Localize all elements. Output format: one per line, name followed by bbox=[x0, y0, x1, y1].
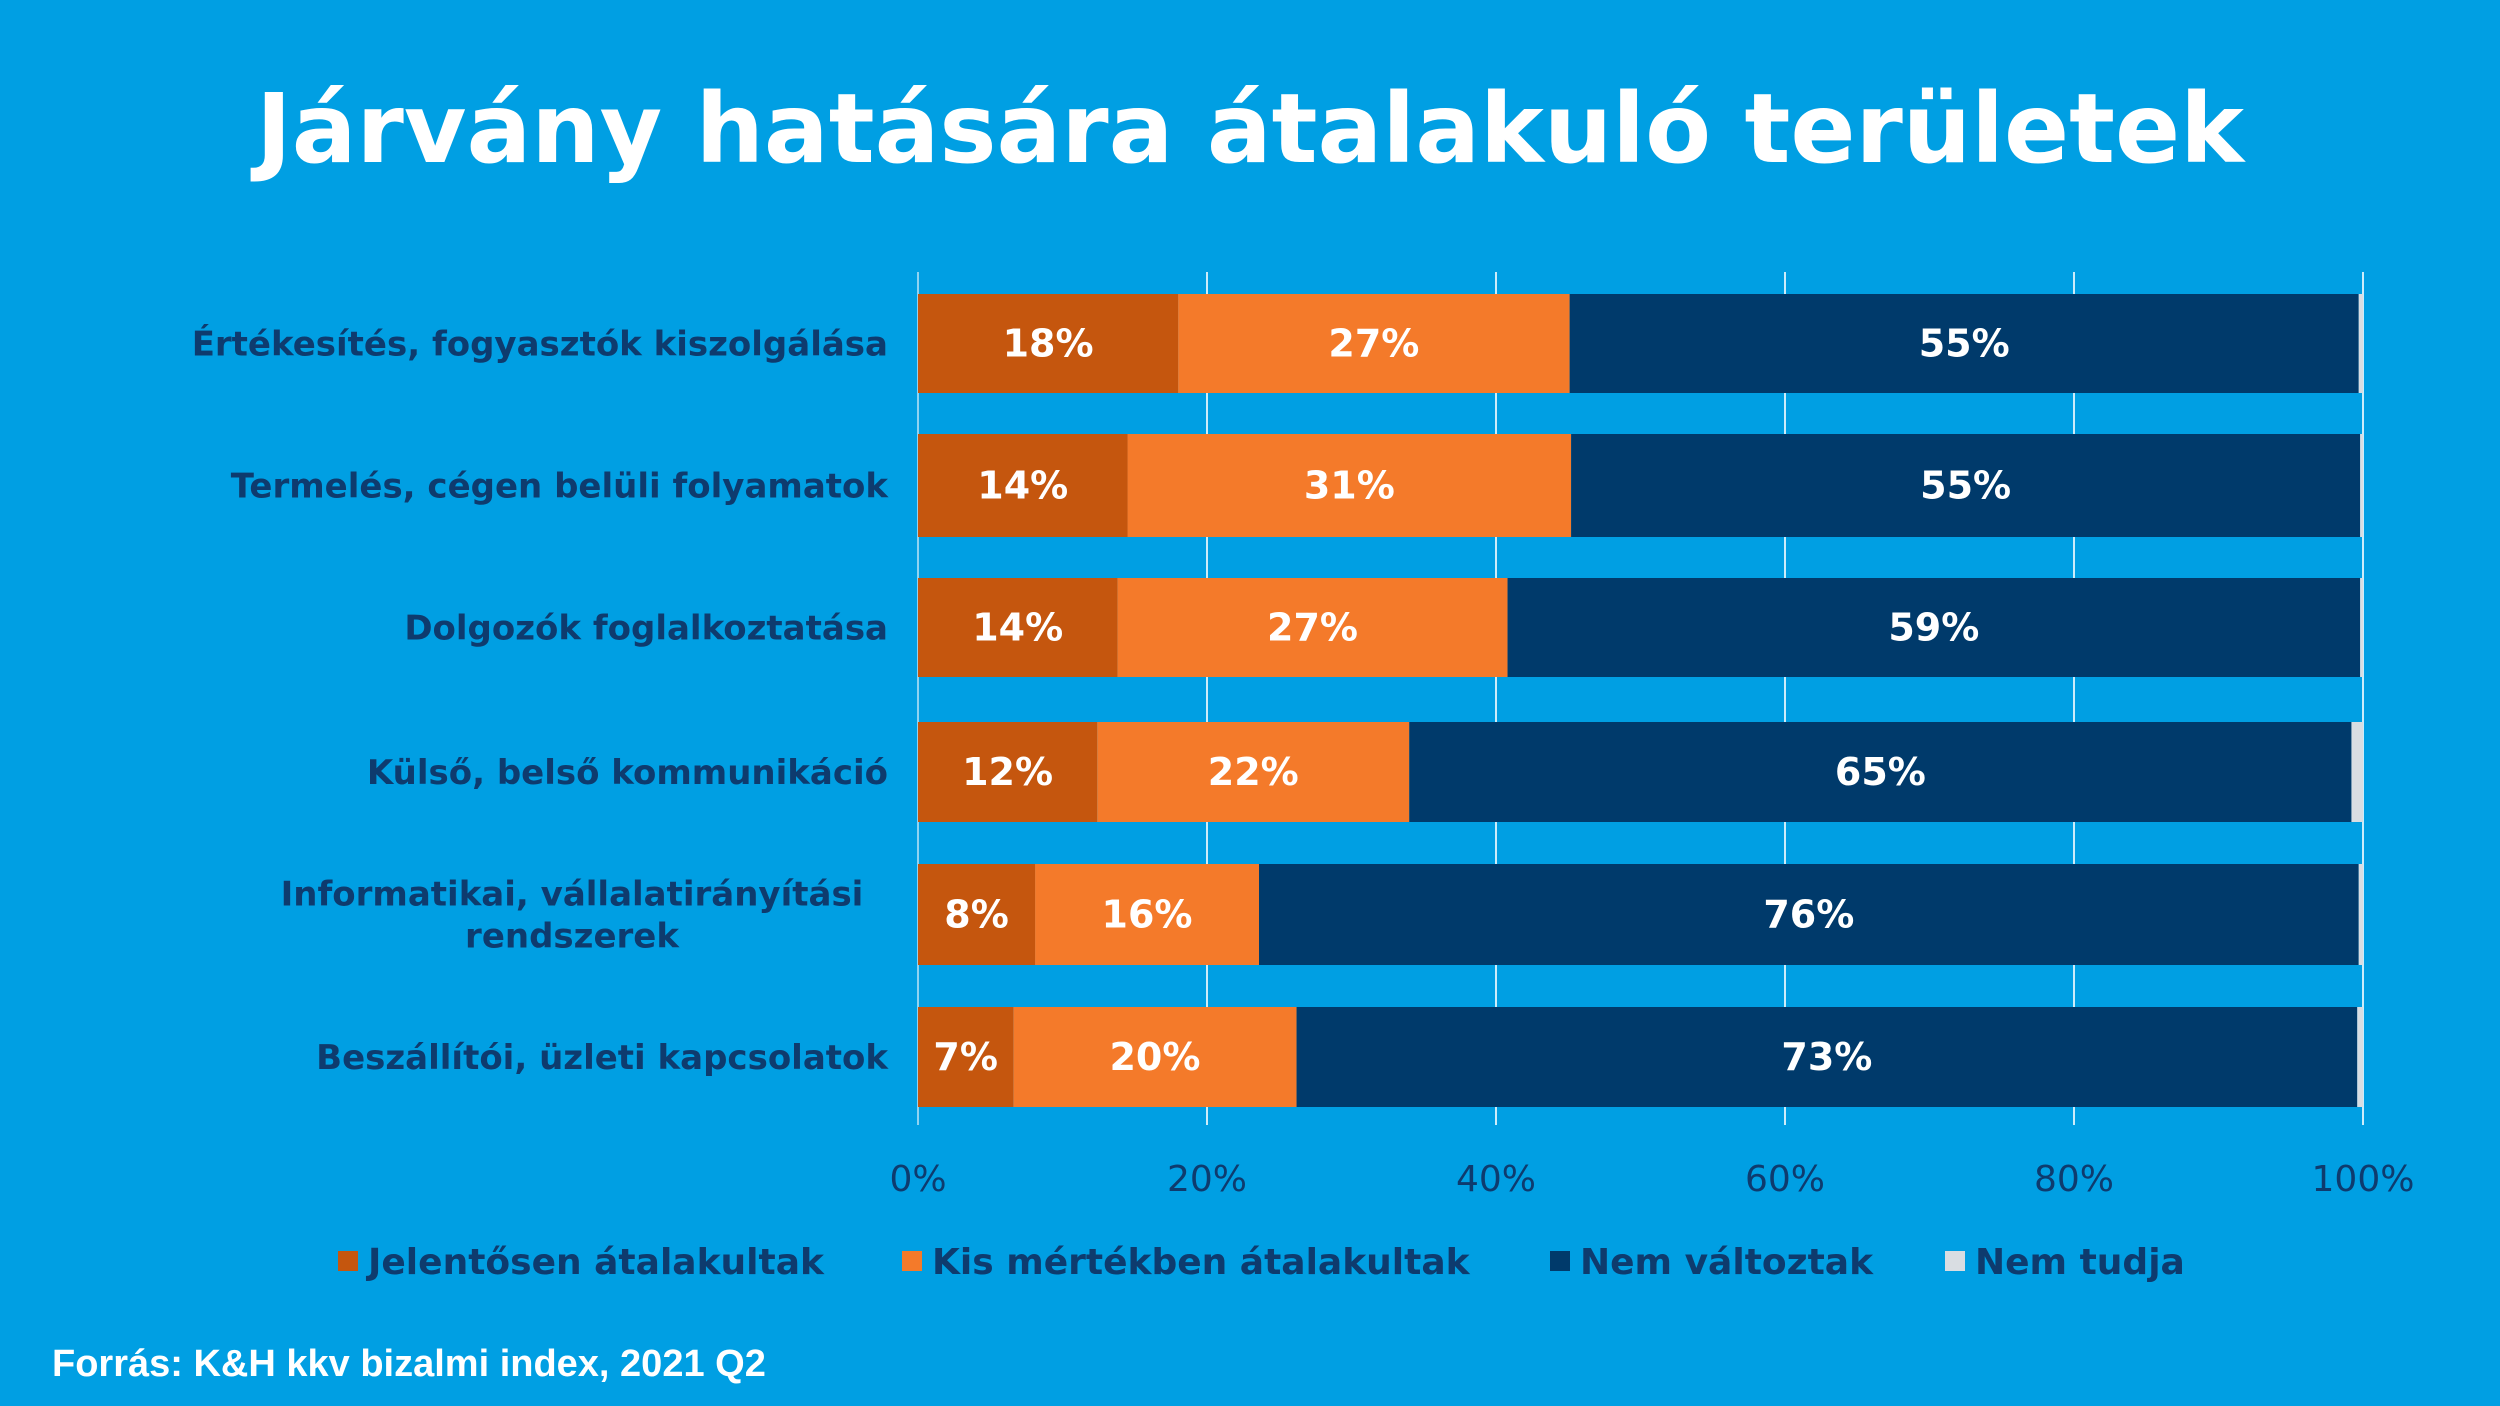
category-label: Értékesítés, fogyasztók kiszolgálása bbox=[192, 324, 888, 365]
legend-swatch bbox=[902, 1251, 922, 1271]
bar-value-label: 59% bbox=[1888, 606, 1979, 650]
bar-value-label: 12% bbox=[962, 750, 1053, 794]
bar-segment bbox=[1013, 1007, 1297, 1107]
chart-title: Járvány hatására átalakuló területek bbox=[250, 73, 2246, 185]
bar-segment bbox=[1569, 294, 2359, 393]
x-tick-label: 40% bbox=[1456, 1159, 1536, 1200]
bar-value-label: 20% bbox=[1109, 1035, 1200, 1079]
legend-label: Jelentősen átalakultak bbox=[365, 1242, 825, 1283]
bar-segment bbox=[2358, 294, 2363, 393]
bar-value-label: 7% bbox=[933, 1035, 998, 1079]
x-axis-ticks: 0% 20% 40% 60% 80% 100% bbox=[889, 1159, 2414, 1200]
category-label: Dolgozók foglalkoztatása bbox=[404, 609, 888, 649]
source-note: Forrás: K&H kkv bizalmi index, 2021 Q2 bbox=[52, 1343, 766, 1385]
bar-value-label: 73% bbox=[1781, 1035, 1872, 1079]
bar-value-label: 65% bbox=[1835, 750, 1926, 794]
bar-segment bbox=[918, 434, 1128, 537]
bar-segment bbox=[1178, 294, 1570, 393]
bar-segment bbox=[918, 294, 1179, 393]
bar-segment bbox=[1035, 864, 1260, 965]
bar-value-label: 55% bbox=[1920, 464, 2011, 508]
bar-segment bbox=[1259, 864, 2359, 965]
category-label: Informatikai, vállalatirányítási rendszer… bbox=[281, 875, 864, 957]
legend: Jelentősen átalakultak Kis mértékben átal… bbox=[338, 1242, 2185, 1283]
bar-value-label: 18% bbox=[1003, 322, 1094, 366]
bar-segment bbox=[1507, 578, 2361, 677]
bar-segment bbox=[1409, 722, 2352, 822]
bar-segment bbox=[2351, 722, 2363, 822]
bar-segment bbox=[918, 722, 1098, 822]
category-labels: Értékesítés, fogyasztók kiszolgálása Term… bbox=[192, 324, 890, 1079]
bar-value-label: 14% bbox=[972, 606, 1063, 650]
bar-value-label: 31% bbox=[1304, 464, 1395, 508]
category-label: Külső, belső kommunikáció bbox=[367, 753, 888, 793]
legend-label: Kis mértékben átalakultak bbox=[932, 1242, 1471, 1283]
x-tick-label: 20% bbox=[1167, 1159, 1247, 1200]
bar-segment bbox=[918, 578, 1118, 677]
x-tick-label: 0% bbox=[889, 1159, 946, 1200]
x-tick-label: 60% bbox=[1745, 1159, 1825, 1200]
x-tick-label: 100% bbox=[2312, 1159, 2415, 1200]
gridlines bbox=[917, 272, 2364, 1125]
bars: 18% 27% 55% 14% 31% 55% 14% 27% 59% 12% 22% 65% 8% 16… bbox=[918, 294, 2363, 1107]
bar-segment bbox=[918, 864, 1036, 965]
bar-segment bbox=[2360, 578, 2363, 677]
bar-segment bbox=[2358, 864, 2363, 965]
bar-segment bbox=[1571, 434, 2361, 537]
bar-value-label: 22% bbox=[1208, 750, 1299, 794]
legend-swatch bbox=[338, 1251, 358, 1271]
legend-label: Nem tudja bbox=[1975, 1242, 2185, 1283]
x-tick-label: 80% bbox=[2034, 1159, 2114, 1200]
bar-value-label: 8% bbox=[944, 893, 1009, 937]
bar-value-label: 14% bbox=[977, 464, 1068, 508]
legend-swatch bbox=[1550, 1251, 1570, 1271]
bar-segment bbox=[1127, 434, 1572, 537]
category-label: Termelés, cégen belüli folyamatok bbox=[231, 467, 890, 507]
category-label: Beszállítói, üzleti kapcsolatok bbox=[316, 1038, 889, 1078]
bar-value-label: 76% bbox=[1763, 893, 1854, 937]
legend-swatch bbox=[1945, 1251, 1965, 1271]
bar-segment bbox=[2357, 1007, 2363, 1107]
bar-segment bbox=[1296, 1007, 2358, 1107]
bar-value-label: 55% bbox=[1919, 322, 2010, 366]
bar-segment bbox=[2360, 434, 2363, 537]
bar-segment bbox=[918, 1007, 1014, 1107]
bar-segment bbox=[1117, 578, 1508, 677]
bar-value-label: 16% bbox=[1102, 893, 1193, 937]
bar-value-label: 27% bbox=[1267, 606, 1358, 650]
bar-segment bbox=[1097, 722, 1410, 822]
legend-label: Nem változtak bbox=[1580, 1242, 1874, 1283]
bar-value-label: 27% bbox=[1328, 322, 1419, 366]
